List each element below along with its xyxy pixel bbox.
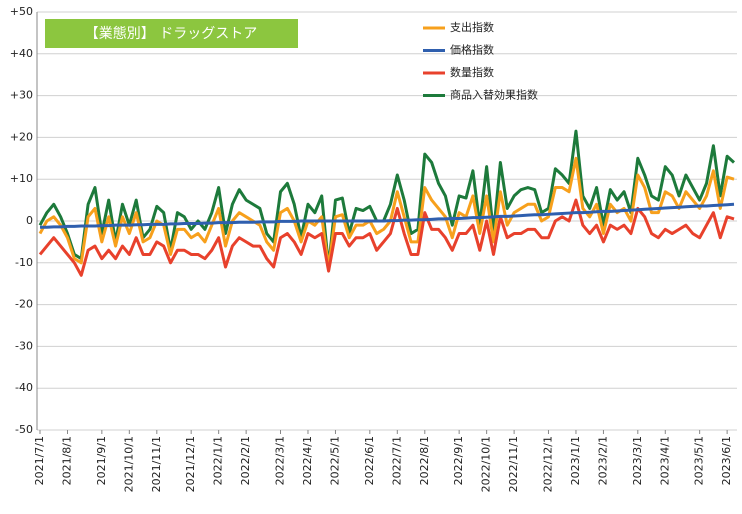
x-tick-label: 2021/9/1 [95, 436, 108, 485]
x-tick-label: 2023/5/1 [693, 436, 706, 485]
y-tick-label: -20 [15, 298, 33, 311]
x-tick-label: 2022/3/1 [273, 436, 286, 485]
x-tick-label: 2022/9/1 [452, 436, 465, 485]
x-tick-label: 2021/7/1 [33, 436, 46, 485]
y-tick-label: -30 [15, 339, 33, 352]
x-tick-label: 2021/12/1 [184, 436, 197, 492]
x-tick-label: 2022/2/1 [239, 436, 252, 485]
title-box [45, 19, 298, 48]
series-line [38, 198, 735, 277]
y-tick-label: -10 [15, 256, 33, 269]
x-tick-label: 2021/8/1 [60, 436, 73, 485]
y-tick-label: +40 [10, 47, 33, 60]
y-tick-label: 0 [26, 214, 33, 227]
legend-label: 価格指数 [450, 43, 494, 57]
series-line [40, 202, 735, 229]
y-tick-label: -50 [15, 423, 33, 436]
x-tick-label: 2023/3/1 [631, 436, 644, 485]
y-tick-label: -40 [15, 381, 33, 394]
x-tick-label: 2023/6/1 [720, 436, 733, 485]
x-tick-label: 2023/1/1 [569, 436, 582, 485]
x-tick-label: 2022/10/1 [480, 436, 493, 492]
x-tick-label: 2022/12/1 [541, 436, 554, 492]
x-tick-label: 2022/6/1 [363, 436, 376, 485]
legend-label: 支出指数 [450, 20, 494, 34]
x-tick-label: 2023/2/1 [596, 436, 609, 485]
x-tick-label: 2022/11/1 [507, 436, 520, 492]
x-tick-label: 2021/11/1 [150, 436, 163, 492]
x-tick-label: 2022/7/1 [390, 436, 403, 485]
y-tick-label: +50 [10, 5, 33, 18]
x-tick-label: 2023/4/1 [658, 436, 671, 485]
y-tick-label: +10 [10, 172, 33, 185]
x-tick-label: 2021/10/1 [122, 436, 135, 492]
legend-label: 数量指数 [450, 65, 494, 79]
x-tick-label: 2022/4/1 [301, 436, 314, 485]
chart-title: 【業態別】 ドラッグストア [85, 26, 257, 42]
series-line [38, 129, 736, 269]
x-tick-label: 2022/1/1 [212, 436, 225, 485]
legend-label: 商品入替効果指数 [450, 88, 538, 102]
y-tick-label: +20 [10, 130, 33, 143]
y-tick-label: +30 [10, 89, 33, 102]
x-tick-label: 2022/8/1 [418, 436, 431, 485]
x-tick-label: 2022/5/1 [328, 436, 341, 485]
